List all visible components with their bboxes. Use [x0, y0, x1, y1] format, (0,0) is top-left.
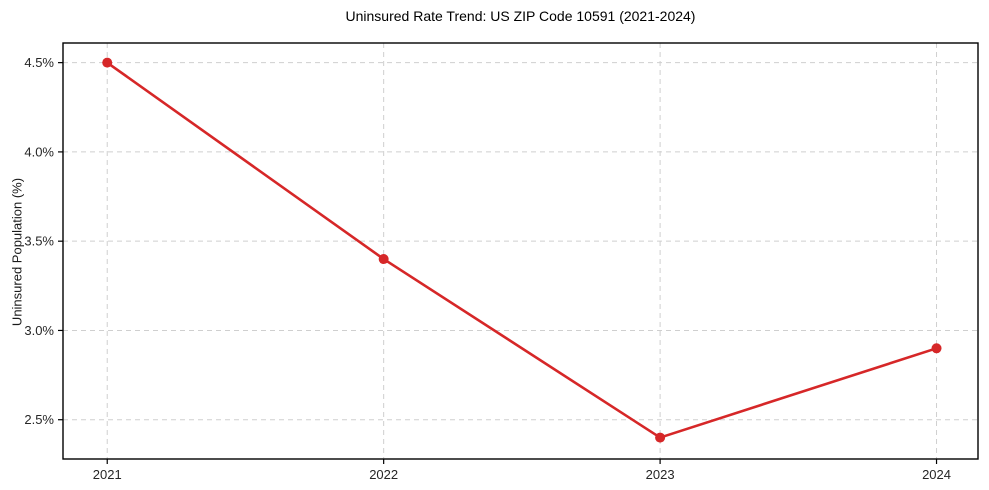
y-tick-label: 3.5%: [24, 234, 54, 249]
y-axis-label-text: Uninsured Population (%): [9, 177, 25, 327]
data-point-2024: [931, 343, 942, 354]
x-tick-label: 2023: [646, 467, 675, 482]
x-tick-label: 2022: [369, 467, 398, 482]
y-tick-label: 4.0%: [24, 144, 54, 159]
x-tick-label: 2024: [922, 467, 951, 482]
data-point-2021: [102, 57, 113, 68]
x-tick-label: 2021: [93, 467, 122, 482]
y-tick-label: 4.5%: [24, 55, 54, 70]
data-point-2022: [378, 254, 389, 265]
y-tick-label: 2.5%: [24, 412, 54, 427]
plot-border: [62, 42, 979, 460]
chart-title: Uninsured Rate Trend: US ZIP Code 10591 …: [345, 8, 696, 24]
data-point-2023: [655, 432, 666, 443]
trend-line: [105, 61, 938, 439]
y-tick-label: 3.0%: [24, 323, 54, 338]
